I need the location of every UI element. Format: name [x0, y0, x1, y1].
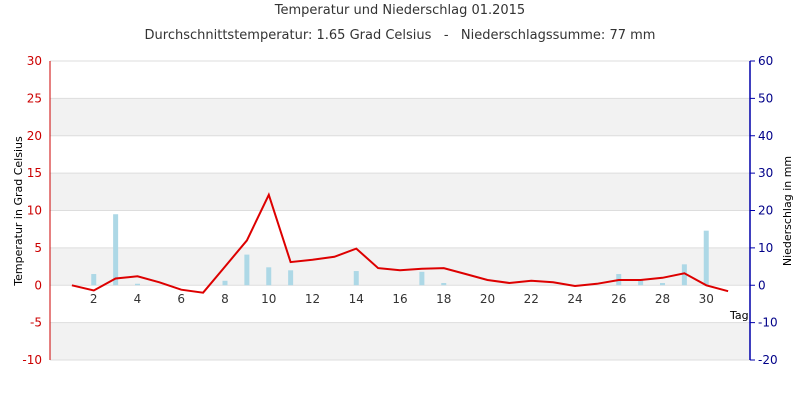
x-tick-label: 4 [134, 292, 142, 306]
precipitation-bar [419, 271, 425, 286]
precipitation-bar [113, 214, 119, 286]
left-tick-label: 0 [34, 278, 42, 292]
right-tick-label: -10 [758, 316, 778, 330]
left-tick-label: -5 [30, 316, 42, 330]
left-tick-label: 30 [27, 54, 42, 68]
precipitation-bar [91, 274, 97, 286]
precipitation-bar [703, 230, 709, 286]
background-band [50, 322, 750, 360]
left-tick-label: 25 [27, 91, 42, 105]
left-tick-labels: -10 -5 0 5 10 15 20 25 30 [22, 54, 42, 367]
chart-title: Temperatur und Niederschlag 01.2015 [274, 3, 526, 18]
precipitation-bar [638, 280, 644, 286]
precipitation-bars [91, 214, 709, 286]
x-tick-label: 14 [349, 292, 364, 306]
chart-background-bands [50, 61, 750, 360]
right-tick-label: 10 [758, 241, 773, 255]
precipitation-bar [135, 283, 140, 286]
x-tick-label: 20 [480, 292, 495, 306]
right-tick-label: 50 [758, 91, 773, 105]
x-tick-label: 22 [524, 292, 539, 306]
gridlines [50, 60, 750, 361]
left-tick-label: 15 [27, 166, 42, 180]
x-tick-label: 16 [392, 292, 407, 306]
background-band [50, 61, 750, 99]
precipitation-bar [288, 270, 294, 286]
right-tick-labels: -20 -10 0 10 20 30 40 50 60 [750, 54, 778, 367]
x-tick-labels: 2 4 6 8 10 12 14 16 18 20 22 24 26 28 30 [90, 292, 714, 306]
left-tick-label: -10 [22, 353, 42, 367]
y-axis-label-right: Niederschlag in mm [781, 156, 794, 266]
precipitation-bar [353, 271, 359, 286]
right-tick-label: 0 [758, 278, 766, 292]
left-tick-label: 5 [34, 241, 42, 255]
x-tick-label: 12 [305, 292, 320, 306]
precipitation-bar [660, 283, 665, 286]
x-axis-label: Tag [729, 309, 749, 322]
right-tick-label: 40 [758, 129, 773, 143]
right-tick-label: -20 [758, 353, 778, 367]
x-tick-label: 10 [261, 292, 276, 306]
background-band [50, 98, 750, 136]
x-tick-label: 26 [611, 292, 626, 306]
x-tick-label: 28 [655, 292, 670, 306]
precipitation-bar [244, 254, 250, 286]
x-tick-label: 18 [436, 292, 451, 306]
chart-subtitle: Durchschnittstemperatur: 1.65 Grad Celsi… [144, 28, 656, 43]
precipitation-bar [441, 283, 447, 286]
background-band [50, 135, 750, 174]
precipitation-bar [681, 264, 687, 286]
left-tick-label: 10 [27, 204, 42, 218]
precipitation-bar [266, 267, 272, 286]
precipitation-bar [222, 280, 228, 286]
left-tick-label: 20 [27, 129, 42, 143]
right-tick-label: 30 [758, 166, 773, 180]
background-band [50, 210, 750, 248]
right-tick-label: 60 [758, 54, 773, 68]
y-axis-label-left: Temperatur in Grad Celsius [12, 136, 25, 287]
x-tick-label: 2 [90, 292, 98, 306]
x-tick-label: 24 [567, 292, 582, 306]
background-band [50, 285, 750, 323]
x-tick-label: 6 [177, 292, 185, 306]
x-tick-label: 8 [221, 292, 229, 306]
right-tick-label: 20 [758, 204, 773, 218]
background-band [50, 173, 750, 211]
x-tick-label: 30 [699, 292, 714, 306]
temperature-line [71, 192, 729, 294]
